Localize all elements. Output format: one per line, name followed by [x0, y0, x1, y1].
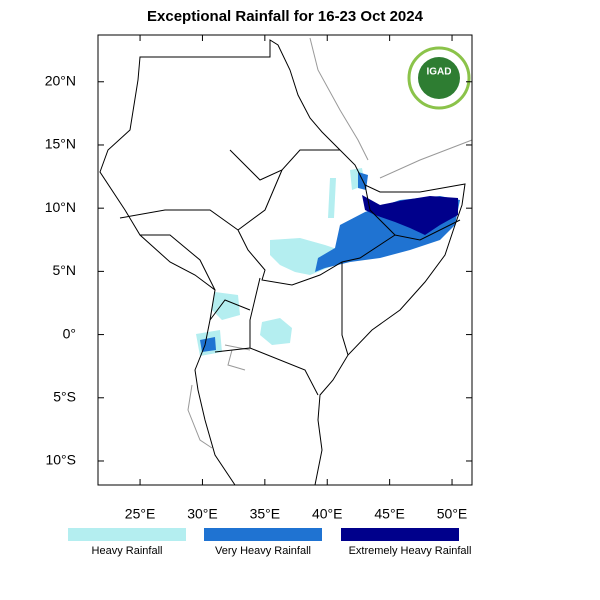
rainfall — [196, 168, 460, 356]
y-tick-label: 15°N — [45, 136, 76, 152]
legend-label: Heavy Rainfall — [92, 545, 163, 557]
x-tick-label: 30°E — [187, 506, 218, 522]
x-tick-label: 25°E — [125, 506, 156, 522]
logo-text: IGAD — [427, 67, 452, 78]
inner-borders — [119, 149, 461, 396]
y-tick-label: 10°S — [45, 452, 76, 468]
x-tick-label: 35°E — [250, 506, 281, 522]
map-title: Exceptional Rainfall for 16-23 Oct 2024 — [147, 8, 424, 25]
legend-swatch — [341, 528, 459, 541]
outer-border — [99, 39, 466, 486]
y-tick-label: 10°N — [45, 199, 76, 215]
map-frame — [97, 34, 473, 486]
legend-swatch — [68, 528, 186, 541]
logo: IGAD — [407, 46, 471, 110]
y-tick-label: 5°N — [53, 262, 77, 278]
y-tick-label: 20°N — [45, 72, 76, 88]
x-tick-label: 50°E — [437, 506, 468, 522]
legend-swatch — [204, 528, 322, 541]
heavy-rainfall-area — [196, 168, 365, 356]
rivers — [187, 37, 473, 449]
extreme-rainfall-area — [362, 195, 458, 235]
y-tick-label: 5°S — [53, 388, 76, 404]
legend-label: Extremely Heavy Rainfall — [349, 545, 472, 557]
x-tick-label: 45°E — [374, 506, 405, 522]
country-borders — [99, 39, 466, 486]
y-tick-label: 0° — [63, 325, 76, 341]
legend-label: Very Heavy Rainfall — [215, 545, 311, 557]
logo-disc — [418, 57, 460, 99]
river-lines — [187, 37, 473, 449]
x-tick-label: 40°E — [312, 506, 343, 522]
